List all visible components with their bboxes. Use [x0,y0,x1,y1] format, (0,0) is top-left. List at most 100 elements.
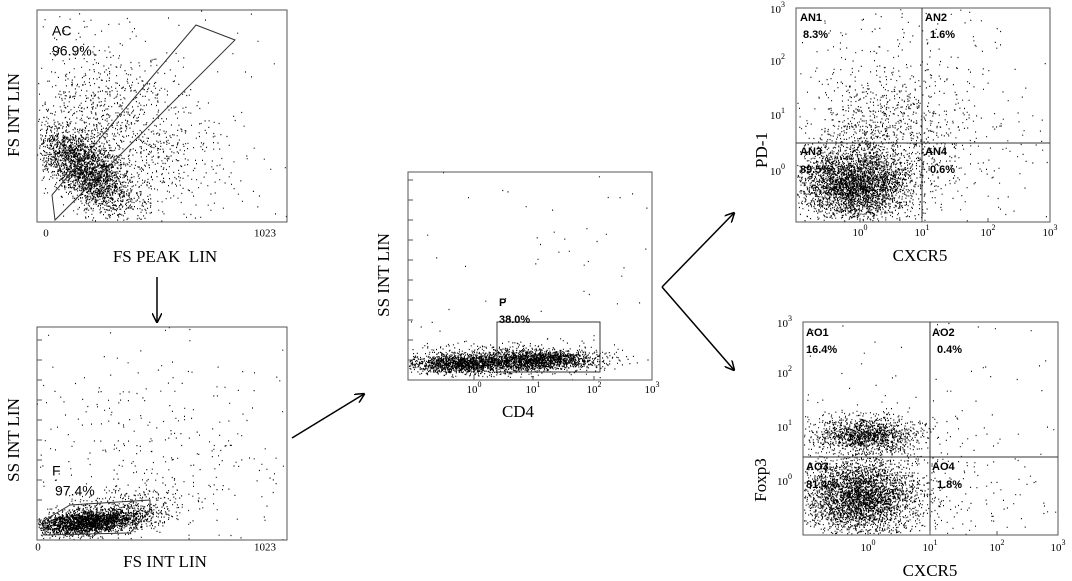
gate-name: AC [52,23,71,39]
quadrant-percent: 8.3% [803,29,828,41]
tick-base: 10 [777,318,789,330]
tick-exp: 1 [537,380,541,389]
tick-label: 100 [770,162,785,178]
gate-name: F [52,463,61,479]
quadrant-percent: 1.8% [937,479,962,491]
tick-label: 100 [861,538,876,554]
gate-percent: 38.0% [499,314,530,326]
arrow [661,213,734,288]
tick-base: 10 [467,384,479,396]
tick-exp: 2 [992,223,996,232]
x-axis-label: FS PEAK LIN [113,247,217,266]
gate-name: P [499,297,506,309]
tick-label: 101 [923,538,938,554]
tick-exp: 2 [788,364,792,373]
tick-base: 10 [777,368,789,380]
tick-label: 100 [853,223,868,239]
tick-exp: 0 [478,380,482,389]
tick-label: 103 [1051,538,1066,554]
tick-label: 1023 [254,542,277,554]
tick-base: 10 [526,384,538,396]
tick-label: 103 [770,0,785,16]
tick-exp: 0 [781,162,785,171]
plot-frame [36,9,288,223]
event-cloud [804,322,1057,535]
tick-exp: 3 [788,314,792,323]
tick-label: 0 [35,542,41,554]
y-axis-label: FS INT LIN [4,73,23,157]
tick-label: 102 [770,52,785,68]
tick-exp: 1 [788,418,792,427]
tick-base: 10 [770,56,782,68]
tick-label: 101 [777,418,792,434]
tick-base: 10 [770,166,782,178]
event-cloud [37,10,287,222]
quadrant-percent: 1.6% [930,29,955,41]
tick-exp: 0 [788,472,792,481]
tick-base: 10 [770,110,782,122]
quadrant-name: AO3 [806,461,829,473]
x-axis-label: CD4 [502,402,535,421]
x-axis-label: CXCR5 [893,246,948,265]
tick-exp: 3 [1062,538,1066,547]
tick-label: 102 [587,380,602,396]
quadrant-percent: 0.6% [930,164,955,176]
y-axis-label: PD-1 [752,132,771,168]
quadrant-name: AO4 [932,461,956,473]
gate [496,321,601,373]
event-cloud [409,172,649,381]
tick-label: 103 [1043,223,1058,239]
tick-base: 10 [853,227,865,239]
quadrant-percent: 81.4% [806,479,837,491]
tick-label: 0 [43,228,49,240]
y-axis-label: SS INT LIN [4,398,23,482]
quadrant-percent: 89.5% [800,164,831,176]
quadrant-name: AN4 [925,146,948,158]
tick-label: 100 [467,380,482,396]
tick-exp: 2 [781,52,785,61]
tick-label: 101 [526,380,541,396]
tick-base: 10 [923,542,935,554]
plot-frame [407,171,653,381]
y-axis-label: SS INT LIN [374,233,393,317]
tick-exp: 3 [656,380,660,389]
x-axis-label: FS INT LIN [123,552,207,571]
event-cloud [37,327,284,541]
tick-exp: 2 [1001,538,1005,547]
gate-percent: 97.4% [55,483,95,499]
tick-exp: 1 [926,223,930,232]
tick-exp: 0 [864,223,868,232]
quadrant-name: AO2 [932,327,955,339]
tick-base: 10 [990,542,1002,554]
tick-label: 101 [915,223,930,239]
tick-exp: 3 [781,0,785,9]
tick-exp: 3 [1054,223,1058,232]
plot-frame [36,326,288,541]
arrow [661,286,734,370]
plot-frame [795,7,1051,223]
gate [44,499,151,536]
tick-base: 10 [1043,227,1055,239]
gate-percent: 96.9% [52,43,92,59]
tick-label: 100 [777,472,792,488]
tick-base: 10 [1051,542,1063,554]
tick-base: 10 [770,4,782,16]
quadrant-name: AO1 [806,327,829,339]
tick-base: 10 [861,542,873,554]
tick-base: 10 [777,476,789,488]
tick-base: 10 [777,422,789,434]
tick-base: 10 [645,384,657,396]
quadrant-percent: 0.4% [937,344,962,356]
tick-base: 10 [915,227,927,239]
event-cloud [797,9,1048,222]
tick-label: 102 [777,364,792,380]
quadrant-percent: 16.4% [806,344,837,356]
quadrant-name: AN1 [800,12,822,24]
quadrant-name: AN3 [800,146,822,158]
tick-exp: 0 [872,538,876,547]
tick-label: 1023 [254,228,277,240]
x-axis-label: CXCR5 [903,561,958,580]
tick-exp: 2 [598,380,602,389]
tick-label: 103 [645,380,660,396]
